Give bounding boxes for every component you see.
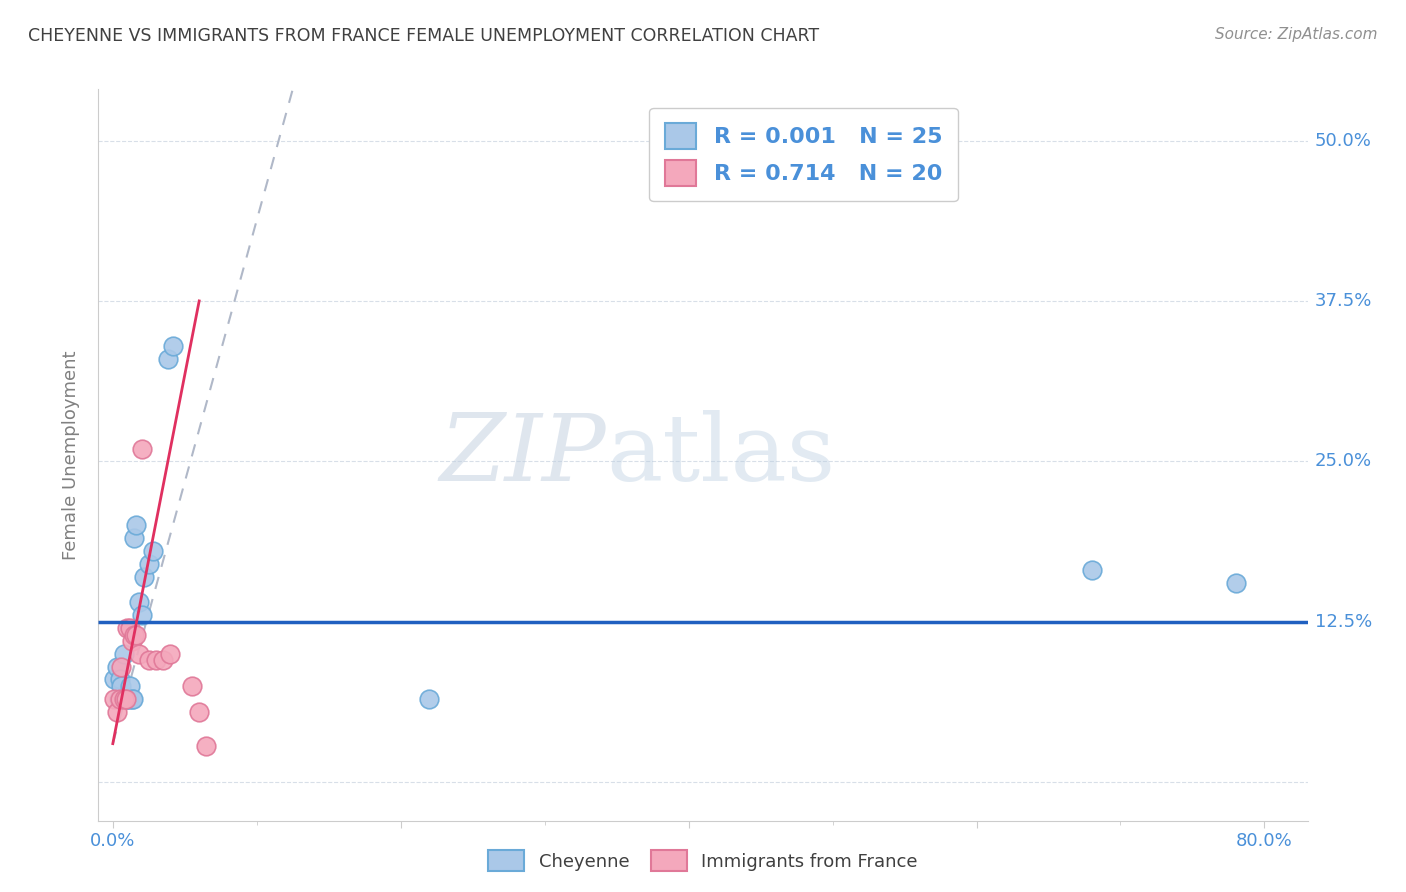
- Point: [152, 653, 174, 667]
- Point: [108, 691, 131, 706]
- Legend: R = 0.001   N = 25, R = 0.714   N = 20: R = 0.001 N = 25, R = 0.714 N = 20: [650, 108, 957, 202]
- Point: [156, 351, 179, 366]
- Point: [115, 621, 138, 635]
- Point: [181, 679, 204, 693]
- Point: [131, 608, 153, 623]
- Point: [145, 653, 167, 667]
- Point: [120, 679, 142, 693]
- Point: [134, 570, 156, 584]
- Legend: Cheyenne, Immigrants from France: Cheyenne, Immigrants from France: [481, 843, 925, 879]
- Text: ZIP: ZIP: [440, 410, 606, 500]
- Point: [122, 691, 145, 706]
- Text: Source: ZipAtlas.com: Source: ZipAtlas.com: [1215, 27, 1378, 42]
- Point: [1080, 563, 1102, 577]
- Point: [128, 647, 150, 661]
- Text: CHEYENNE VS IMMIGRANTS FROM FRANCE FEMALE UNEMPLOYMENT CORRELATION CHART: CHEYENNE VS IMMIGRANTS FROM FRANCE FEMAL…: [28, 27, 820, 45]
- Point: [121, 691, 143, 706]
- Point: [418, 691, 440, 706]
- Point: [159, 647, 181, 661]
- Point: [103, 691, 125, 706]
- Point: [162, 339, 184, 353]
- Point: [124, 532, 146, 546]
- Point: [107, 691, 129, 706]
- Text: 12.5%: 12.5%: [1315, 613, 1372, 631]
- Point: [105, 705, 128, 719]
- Y-axis label: Female Unemployment: Female Unemployment: [62, 351, 80, 559]
- Point: [115, 691, 138, 706]
- Point: [120, 621, 142, 635]
- Point: [110, 659, 132, 673]
- Point: [125, 627, 148, 641]
- Text: 50.0%: 50.0%: [1315, 131, 1372, 150]
- Point: [121, 634, 143, 648]
- Point: [110, 679, 132, 693]
- Point: [105, 659, 128, 673]
- Text: atlas: atlas: [606, 410, 835, 500]
- Text: 25.0%: 25.0%: [1315, 452, 1372, 470]
- Point: [128, 595, 150, 609]
- Point: [114, 691, 136, 706]
- Point: [103, 673, 125, 687]
- Point: [131, 442, 153, 456]
- Point: [138, 557, 160, 571]
- Point: [118, 691, 141, 706]
- Point: [108, 673, 131, 687]
- Point: [124, 627, 146, 641]
- Point: [142, 544, 165, 558]
- Point: [114, 691, 136, 706]
- Point: [188, 705, 211, 719]
- Point: [111, 691, 134, 706]
- Point: [195, 739, 218, 754]
- Point: [112, 691, 135, 706]
- Point: [138, 653, 160, 667]
- Text: 37.5%: 37.5%: [1315, 292, 1372, 310]
- Point: [125, 518, 148, 533]
- Point: [1225, 576, 1247, 591]
- Point: [112, 647, 135, 661]
